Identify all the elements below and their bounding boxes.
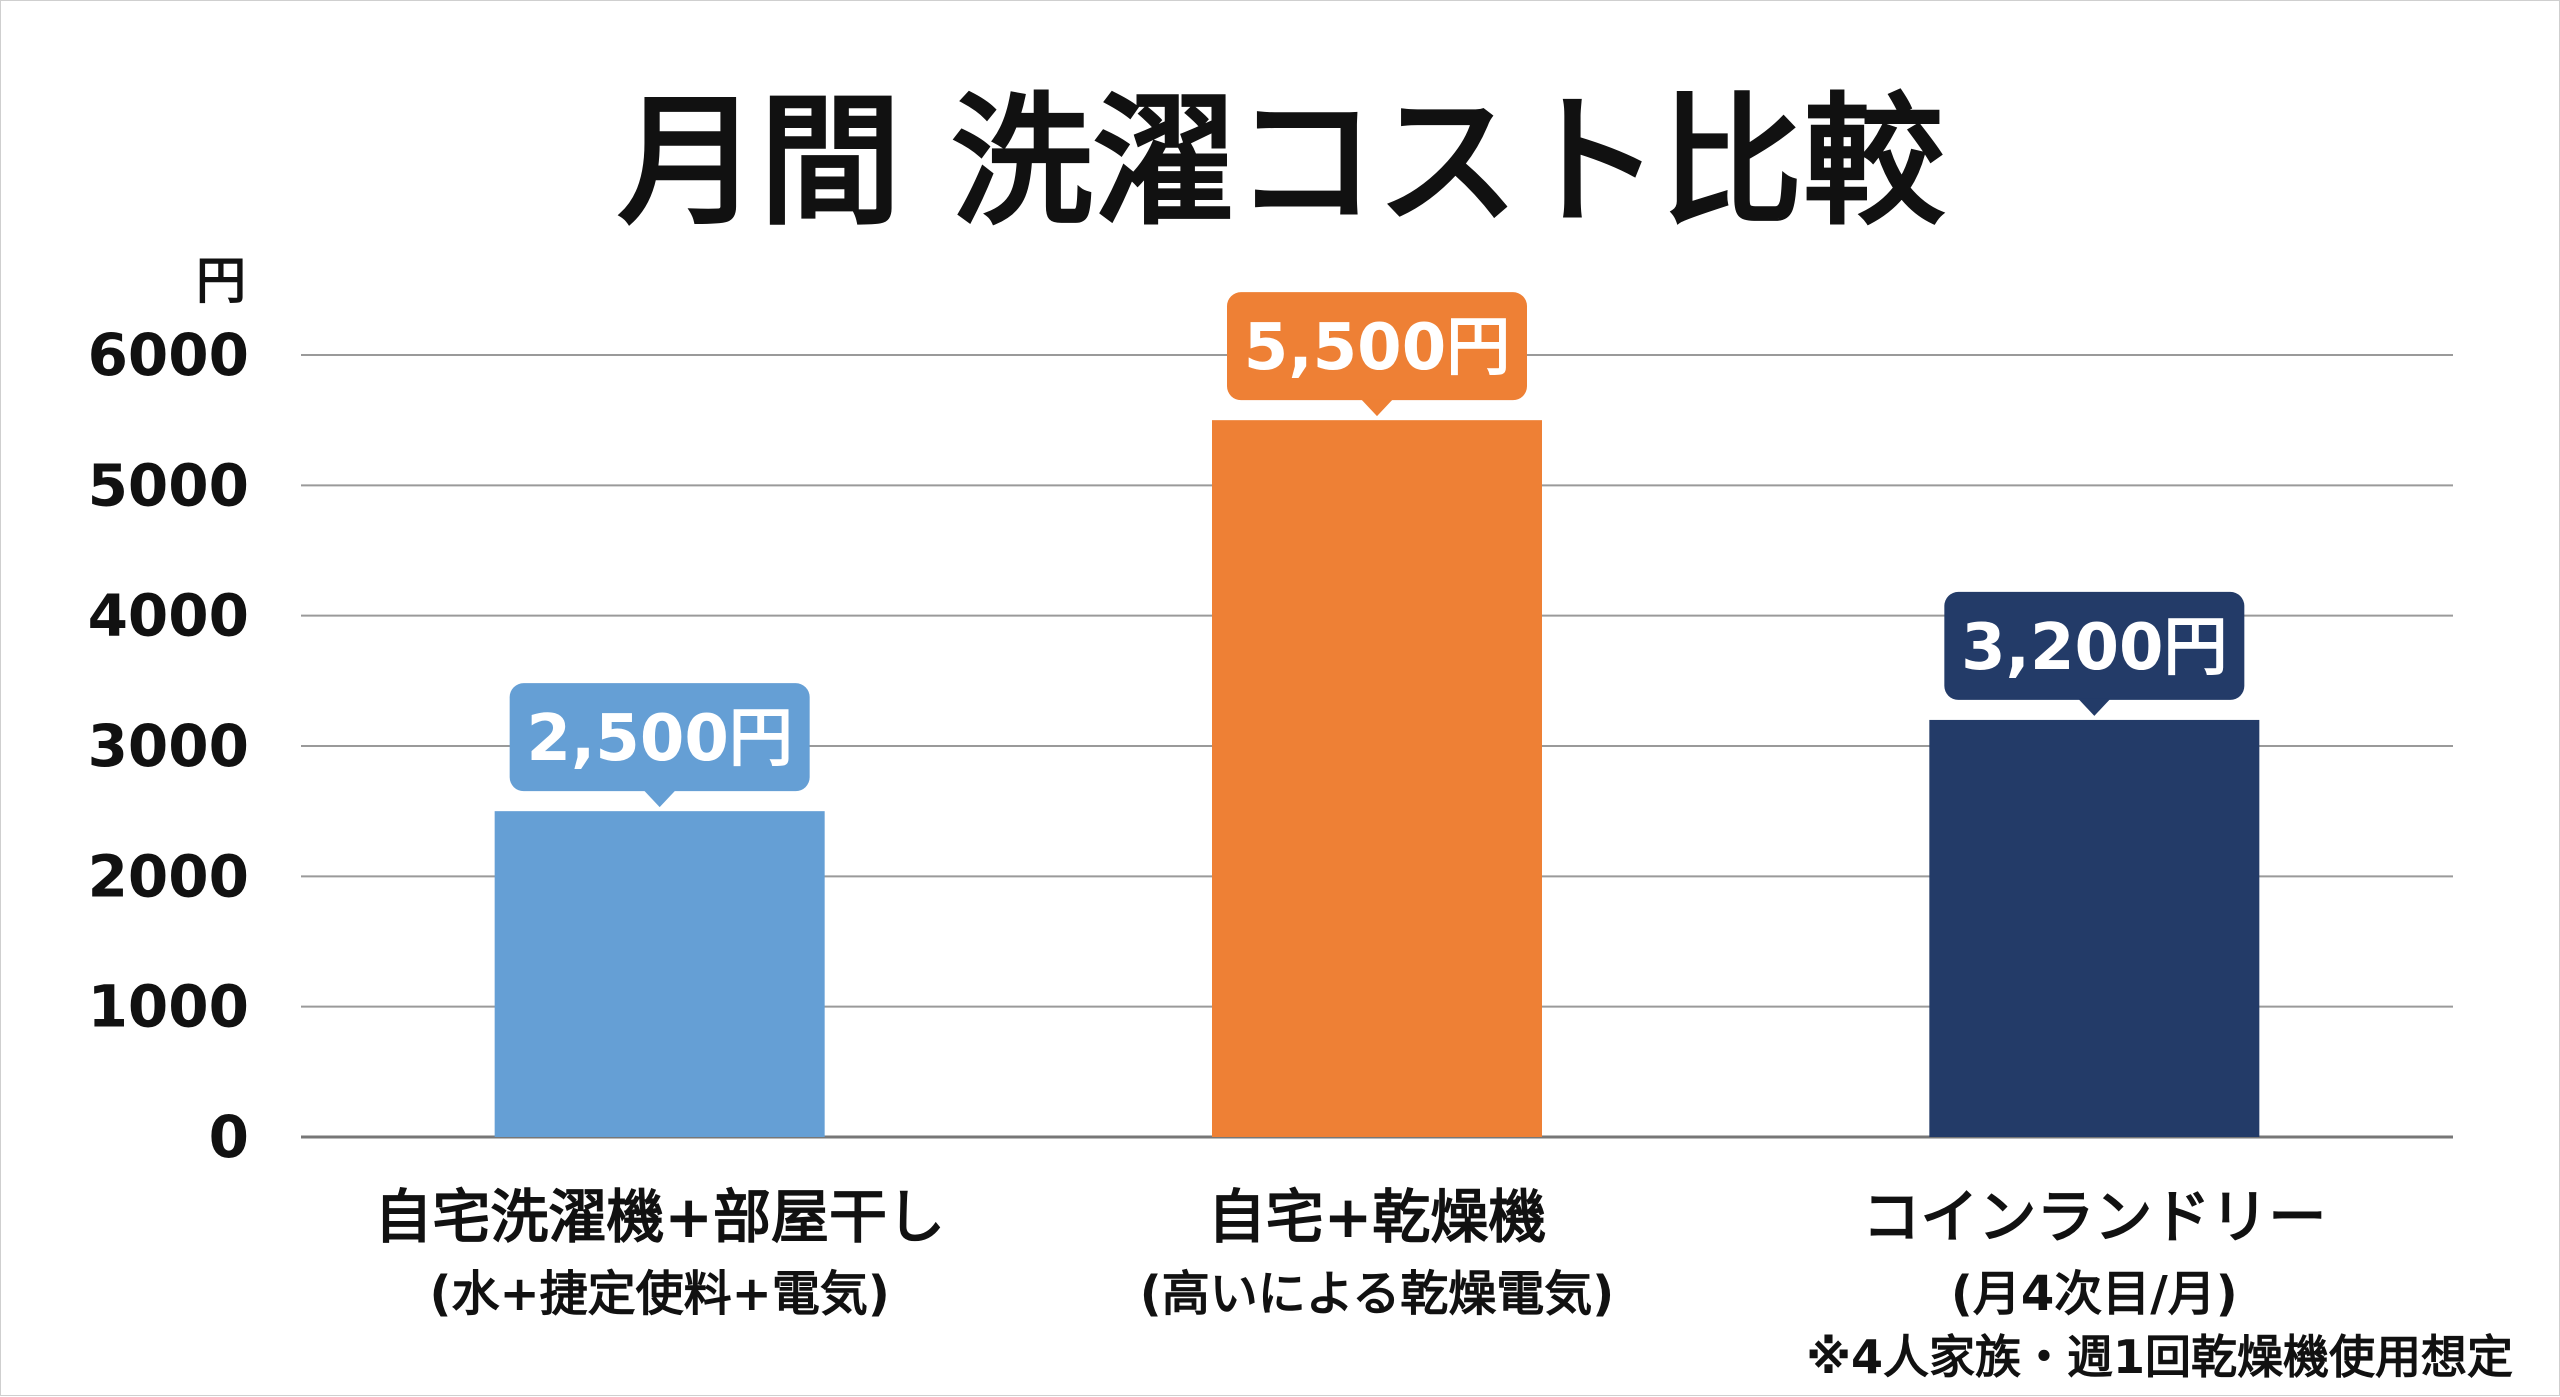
value-label-text: 2,500円: [526, 702, 792, 776]
category-note: (水+捷定使料+電気): [430, 1266, 890, 1322]
y-tick-label: 1000: [88, 973, 249, 1041]
value-label: 5,500円: [1227, 292, 1527, 417]
bar: [1929, 719, 2260, 1137]
value-label: 2,500円: [509, 683, 810, 808]
category-label: 自宅洗濯機+部屋干し: [374, 1183, 945, 1251]
value-label-pointer: [1361, 399, 1393, 417]
value-label-pointer: [643, 790, 676, 808]
category-label: 自宅+乾燥機: [1208, 1183, 1547, 1251]
bar: [1212, 420, 1542, 1138]
y-axis-ticks: 0 1000 2000 3000 4000 5000 6000: [88, 321, 249, 1171]
y-tick-label: 3000: [88, 712, 249, 780]
value-label: 3,200円: [1944, 591, 2245, 716]
value-label-text: 3,200円: [1961, 611, 2227, 685]
category-note: (月4次目/月): [1951, 1266, 2238, 1322]
value-label-box: [1227, 292, 1527, 401]
value-label-text: 5,500円: [1244, 311, 1510, 385]
y-tick-label: 6000: [88, 321, 249, 389]
y-tick-label: 2000: [88, 842, 249, 910]
bar: [494, 811, 825, 1137]
y-tick-label: 0: [209, 1103, 249, 1171]
value-label-box: [1944, 591, 2245, 700]
category-labels: 自宅洗濯機+部屋干し (水+捷定使料+電気) 自宅+乾燥機 (高いによる乾燥電気) コイ…: [374, 1183, 2326, 1322]
chart-title: 月間 洗濯コスト比較: [617, 80, 1945, 245]
y-tick-label: 4000: [88, 582, 249, 650]
footnote: ※4人家族・週1回乾燥機使用想定: [1806, 1330, 2513, 1384]
category-label: コインランドリー: [1862, 1183, 2326, 1251]
value-label-pointer: [2078, 698, 2111, 716]
value-label-box: [509, 683, 810, 792]
y-tick-label: 5000: [88, 451, 249, 519]
category-note: (高いによる乾燥電気): [1140, 1266, 1614, 1322]
bars: [494, 420, 2260, 1138]
value-labels: 2,500円 5,500円 3,200円: [509, 292, 2245, 808]
y-axis-unit-label: 円: [196, 252, 246, 310]
